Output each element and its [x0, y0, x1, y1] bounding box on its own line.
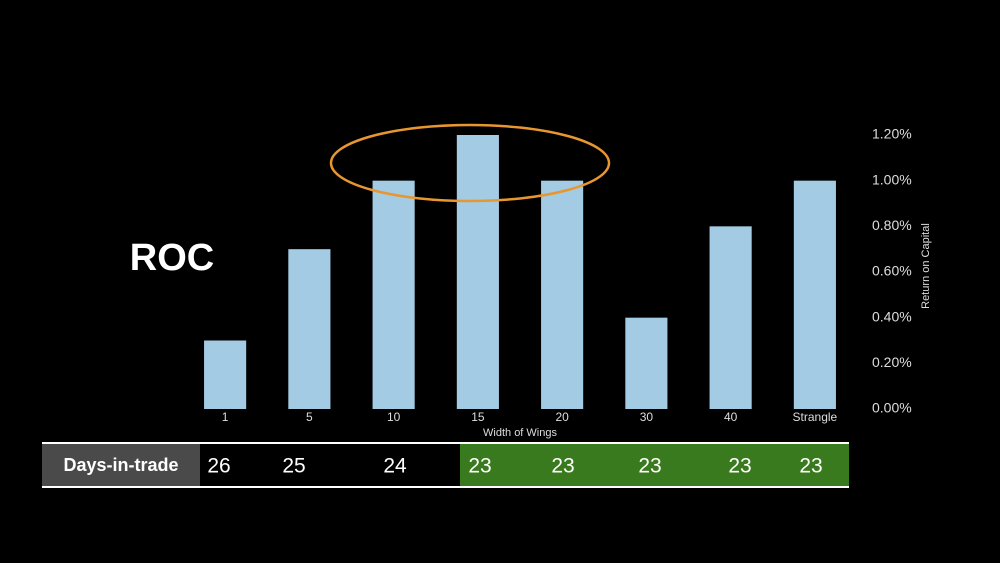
table-header-cell	[42, 444, 200, 487]
y-tick-label: 0.40%	[872, 308, 912, 324]
x-tick-label: Strangle	[793, 410, 838, 424]
x-axis-label: Width of Wings	[483, 427, 557, 439]
bar	[709, 226, 752, 409]
x-tick-label: 5	[306, 410, 313, 424]
x-tick-label: 10	[387, 410, 401, 424]
y-tick-label: 1.20%	[872, 126, 912, 142]
bar	[204, 340, 247, 409]
table-value: 23	[799, 455, 822, 478]
y-axis-label: Return on Capital	[920, 223, 932, 309]
x-tick-label: 40	[724, 410, 738, 424]
bar	[456, 135, 499, 409]
highlight-cells	[460, 444, 849, 487]
y-tick-label: 1.00%	[872, 171, 912, 187]
x-tick-label: 1	[222, 410, 229, 424]
bar	[541, 180, 584, 409]
bar	[625, 317, 668, 409]
table-value: 23	[638, 455, 661, 478]
highlight-ellipse	[329, 123, 611, 203]
y-tick-label: 0.60%	[872, 263, 912, 279]
x-tick-label: 20	[555, 410, 569, 424]
table-value: 23	[728, 455, 751, 478]
x-tick-label: 15	[471, 410, 485, 424]
slide-label: ROC	[130, 237, 214, 279]
bar	[372, 180, 415, 409]
table-value: 25	[282, 455, 305, 478]
y-tick-label: 0.80%	[872, 217, 912, 233]
y-tick-label: 0.20%	[872, 354, 912, 370]
table-value: 23	[551, 455, 574, 478]
bar	[793, 180, 836, 409]
table-value: 23	[468, 455, 491, 478]
table-value: 24	[383, 455, 407, 478]
bar	[288, 249, 331, 409]
y-tick-label: 0.00%	[872, 400, 912, 416]
table-value: 26	[207, 455, 230, 478]
table-header: Days-in-trade	[63, 455, 178, 475]
plot: 0.00%0.20%0.40%0.60%0.80%1.00%1.20%1 5 10 1…	[204, 126, 912, 424]
x-tick-label: 30	[640, 410, 654, 424]
